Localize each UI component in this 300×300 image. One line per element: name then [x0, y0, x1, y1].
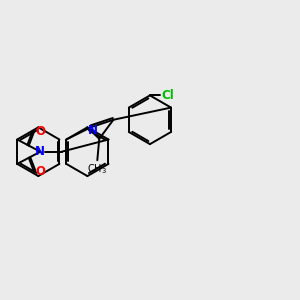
Text: O: O: [36, 165, 46, 178]
Text: O: O: [36, 125, 46, 138]
Text: N: N: [88, 124, 98, 137]
Text: N: N: [35, 145, 45, 158]
Text: Cl: Cl: [161, 89, 174, 102]
Text: CH$_3$: CH$_3$: [87, 162, 107, 176]
